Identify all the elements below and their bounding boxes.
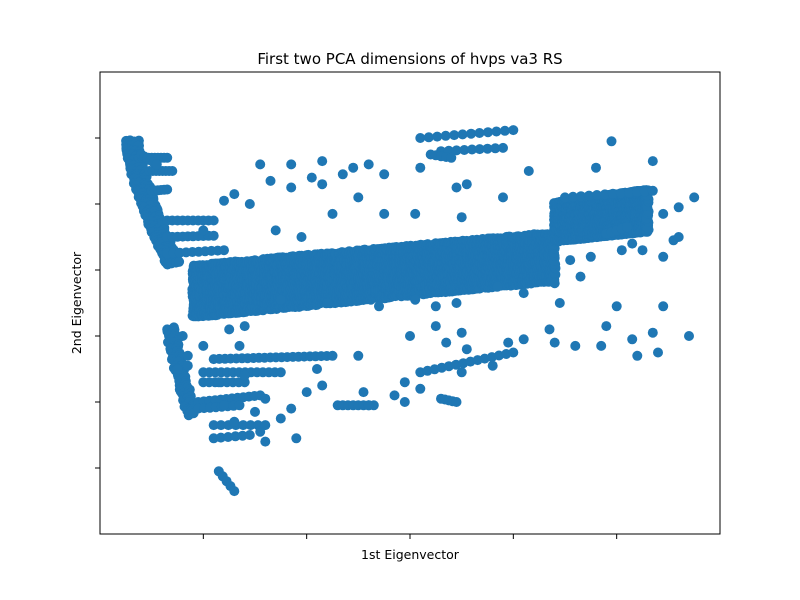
data-points-layer [121, 125, 700, 497]
plot-area [121, 125, 700, 497]
chart-title: First two PCA dimensions of hvps va3 RS [257, 50, 562, 68]
